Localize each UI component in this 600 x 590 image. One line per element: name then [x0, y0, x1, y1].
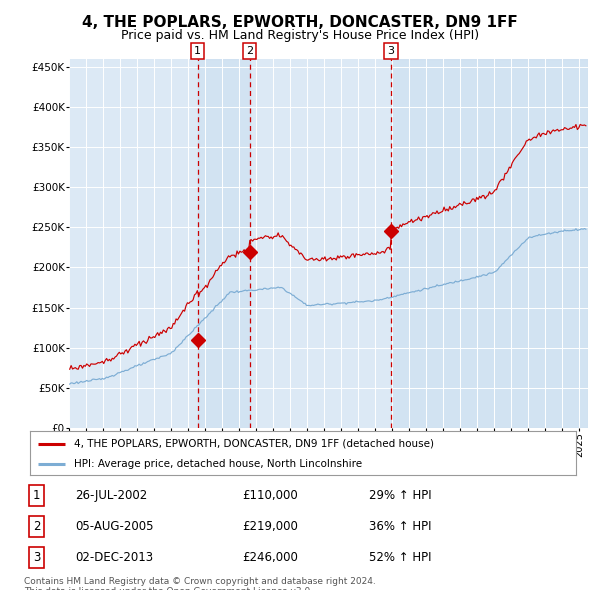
Text: 2: 2	[33, 520, 41, 533]
Text: 3: 3	[388, 46, 394, 56]
Text: 4, THE POPLARS, EPWORTH, DONCASTER, DN9 1FF: 4, THE POPLARS, EPWORTH, DONCASTER, DN9 …	[82, 15, 518, 30]
Text: 3: 3	[33, 551, 40, 564]
Text: 29% ↑ HPI: 29% ↑ HPI	[369, 489, 432, 502]
Text: 36% ↑ HPI: 36% ↑ HPI	[369, 520, 431, 533]
Text: 05-AUG-2005: 05-AUG-2005	[76, 520, 154, 533]
Text: £246,000: £246,000	[242, 551, 298, 564]
Bar	[198, 59, 250, 428]
Text: £219,000: £219,000	[242, 520, 298, 533]
Text: Price paid vs. HM Land Registry's House Price Index (HPI): Price paid vs. HM Land Registry's House …	[121, 30, 479, 42]
Text: HPI: Average price, detached house, North Lincolnshire: HPI: Average price, detached house, Nort…	[74, 459, 362, 469]
Text: 26-JUL-2002: 26-JUL-2002	[76, 489, 148, 502]
Text: 02-DEC-2013: 02-DEC-2013	[76, 551, 154, 564]
Text: 2: 2	[246, 46, 253, 56]
Text: Contains HM Land Registry data © Crown copyright and database right 2024.
This d: Contains HM Land Registry data © Crown c…	[24, 577, 376, 590]
Text: 1: 1	[33, 489, 41, 502]
Text: £110,000: £110,000	[242, 489, 298, 502]
Text: 4, THE POPLARS, EPWORTH, DONCASTER, DN9 1FF (detached house): 4, THE POPLARS, EPWORTH, DONCASTER, DN9 …	[74, 439, 434, 449]
Text: 1: 1	[194, 46, 202, 56]
Bar	[391, 59, 588, 428]
Text: 52% ↑ HPI: 52% ↑ HPI	[369, 551, 431, 564]
